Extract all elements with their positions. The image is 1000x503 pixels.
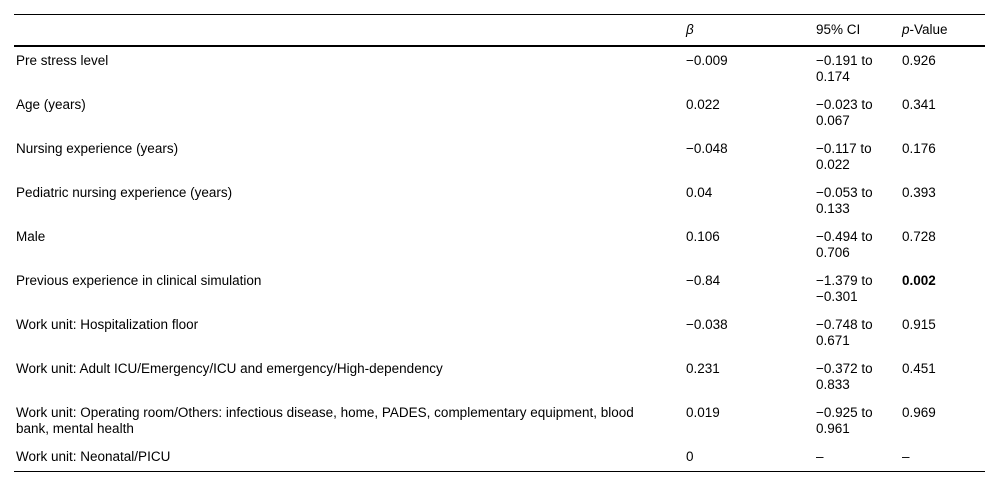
ci-cell: −0.053 to 0.133	[816, 185, 873, 216]
beta-cell: −0.009	[686, 53, 728, 68]
p-value-cell: 0.926	[902, 53, 936, 68]
predictor-label-cell: Nursing experience (years)	[16, 141, 179, 156]
predictor-label-cell: Work unit: Adult ICU/Emergency/ICU and e…	[16, 361, 443, 376]
p-value-cell: 0.341	[902, 97, 936, 112]
predictor-label-cell: Work unit: Neonatal/PICU	[16, 449, 171, 464]
beta-cell: −0.84	[686, 273, 721, 288]
table-row: Work unit: Hospitalization floor −0.038 …	[14, 311, 985, 355]
table-body: Pre stress level −0.009 −0.191 to 0.174 …	[14, 46, 985, 472]
table-row: Pediatric nursing experience (years) 0.0…	[14, 179, 985, 223]
ci-cell: −0.494 to 0.706	[816, 229, 873, 260]
beta-cell: −0.048	[686, 141, 728, 156]
beta-cell: 0.231	[686, 361, 720, 376]
ci-cell: −0.023 to 0.067	[816, 97, 873, 128]
p-value-cell: 0.915	[902, 317, 936, 332]
ci-cell: –	[816, 449, 824, 464]
p-value-cell: 0.002	[902, 273, 936, 288]
table-row: Pre stress level −0.009 −0.191 to 0.174 …	[14, 46, 985, 91]
table-row: Work unit: Operating room/Others: infect…	[14, 399, 985, 443]
regression-results-table: β 95% CI p-Value Pre stress level −0.009…	[14, 14, 985, 472]
beta-cell: 0.04	[686, 185, 713, 200]
ci-cell: −0.117 to 0.022	[816, 141, 872, 172]
predictor-label-cell: Work unit: Hospitalization floor	[16, 317, 199, 332]
column-header-ci: 95% CI	[816, 22, 861, 37]
beta-cell: 0.106	[686, 229, 720, 244]
p-symbol: p	[902, 22, 910, 37]
header-row: β 95% CI p-Value	[14, 15, 985, 47]
ci-cell: −0.191 to 0.174	[816, 53, 873, 84]
beta-cell: −0.038	[686, 317, 728, 332]
p-value-cell: 0.176	[902, 141, 936, 156]
ci-cell: −0.748 to 0.671	[816, 317, 873, 348]
beta-symbol: β	[686, 22, 694, 37]
table-row: Nursing experience (years) −0.048 −0.117…	[14, 135, 985, 179]
column-header-label	[14, 15, 686, 47]
ci-cell: −1.379 to −0.301	[816, 273, 873, 304]
p-value-cell: –	[902, 449, 910, 464]
predictor-label-cell: Age (years)	[16, 97, 86, 112]
p-value-cell: 0.393	[902, 185, 936, 200]
ci-cell: −0.925 to 0.961	[816, 405, 873, 436]
p-value-suffix: -Value	[909, 22, 948, 37]
table-header: β 95% CI p-Value	[14, 15, 985, 47]
beta-cell: 0	[686, 449, 694, 464]
beta-cell: 0.022	[686, 97, 720, 112]
p-value-cell: 0.969	[902, 405, 936, 420]
table-row: Previous experience in clinical simulati…	[14, 267, 985, 311]
predictor-label-cell: Work unit: Operating room/Others: infect…	[16, 405, 634, 436]
predictor-label-cell: Pre stress level	[16, 53, 109, 68]
p-value-cell: 0.451	[902, 361, 936, 376]
predictor-label-cell: Pediatric nursing experience (years)	[16, 185, 233, 200]
beta-cell: 0.019	[686, 405, 720, 420]
column-header-pvalue: p-Value	[902, 15, 985, 47]
regression-table-container: β 95% CI p-Value Pre stress level −0.009…	[14, 14, 985, 472]
table-row: Male 0.106 −0.494 to 0.706 0.728	[14, 223, 985, 267]
column-header-beta: β	[686, 15, 816, 47]
predictor-label-cell: Previous experience in clinical simulati…	[16, 273, 262, 288]
table-row: Work unit: Neonatal/PICU 0 – –	[14, 443, 985, 472]
predictor-label-cell: Male	[16, 229, 46, 244]
table-row: Age (years) 0.022 −0.023 to 0.067 0.341	[14, 91, 985, 135]
p-value-cell: 0.728	[902, 229, 936, 244]
ci-cell: −0.372 to 0.833	[816, 361, 873, 392]
table-row: Work unit: Adult ICU/Emergency/ICU and e…	[14, 355, 985, 399]
